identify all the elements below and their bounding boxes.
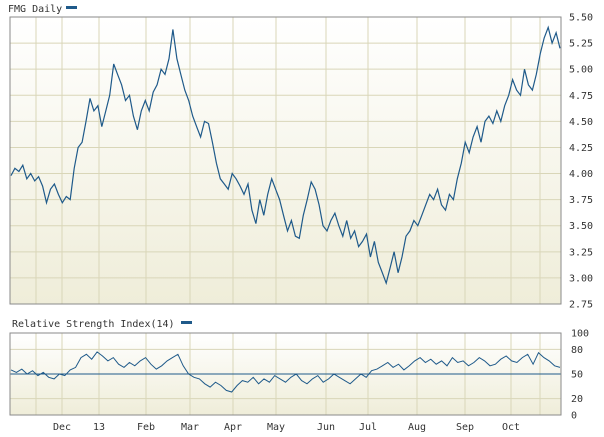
- rsi-legend-label: Relative Strength Index(14): [12, 319, 175, 330]
- price-panel-frame: [9, 16, 562, 305]
- x-tick-label: Apr: [224, 422, 242, 433]
- x-tick-label: Jul: [359, 422, 377, 433]
- price-y-tick-label: 5.25: [569, 39, 593, 50]
- price-y-tick-label: 4.75: [569, 91, 593, 102]
- price-legend-label: FMG Daily: [8, 4, 62, 15]
- price-legend-swatch: [66, 6, 77, 9]
- rsi-y-tick-label: 20: [571, 394, 583, 405]
- price-y-tick-label: 4.50: [569, 117, 593, 128]
- price-y-tick-label: 5.50: [569, 13, 593, 24]
- price-series-line: [10, 25, 561, 286]
- rsi-y-tick-label: 100: [571, 329, 589, 340]
- x-tick-label: Aug: [408, 422, 426, 433]
- price-y-tick-label: 5.00: [569, 65, 593, 76]
- price-y-tick-label: 3.75: [569, 195, 593, 206]
- rsi-y-tick-labels: 100 80 50 20 0: [571, 329, 589, 422]
- x-tick-label: Dec: [53, 422, 71, 433]
- price-y-tick-label: 4.00: [569, 169, 593, 180]
- rsi-series-line: [10, 351, 561, 393]
- price-y-tick-label: 3.00: [569, 273, 593, 284]
- price-y-tick-label: 3.50: [569, 221, 593, 232]
- rsi-y-tick-label: 50: [571, 370, 583, 381]
- price-y-tick-label: 2.75: [569, 300, 593, 311]
- rsi-legend-swatch: [181, 321, 192, 324]
- rsi-y-tick-label: 80: [571, 345, 583, 356]
- x-tick-label: Oct: [502, 422, 520, 433]
- x-tick-label: Mar: [181, 422, 199, 433]
- rsi-panel-frame: [9, 332, 562, 416]
- price-panel-background: [10, 17, 561, 304]
- price-y-tick-labels: 5.50 5.25 5.00 4.75 4.50 4.25 4.00 3.75 3.50 3.25…: [569, 13, 593, 311]
- price-y-tick-label: 3.25: [569, 247, 593, 258]
- x-tick-label: Sep: [456, 422, 474, 433]
- x-tick-label: May: [267, 422, 285, 433]
- x-tick-label: 13: [93, 422, 105, 433]
- price-y-tick-label: 4.25: [569, 143, 593, 154]
- x-tick-label: Feb: [137, 422, 155, 433]
- x-tick-label: Jun: [317, 422, 335, 433]
- rsi-y-tick-label: 0: [571, 411, 577, 422]
- rsi-panel: 100 80 50 20 0 Relative Strength Index(14): [9, 319, 589, 422]
- price-panel: 5.50 5.25 5.00 4.75 4.50 4.25 4.00 3.75 3.50 3.25…: [8, 4, 593, 311]
- x-tick-labels: Dec 13 Feb Mar Apr May Jun Jul Aug Sep Oct: [53, 422, 520, 433]
